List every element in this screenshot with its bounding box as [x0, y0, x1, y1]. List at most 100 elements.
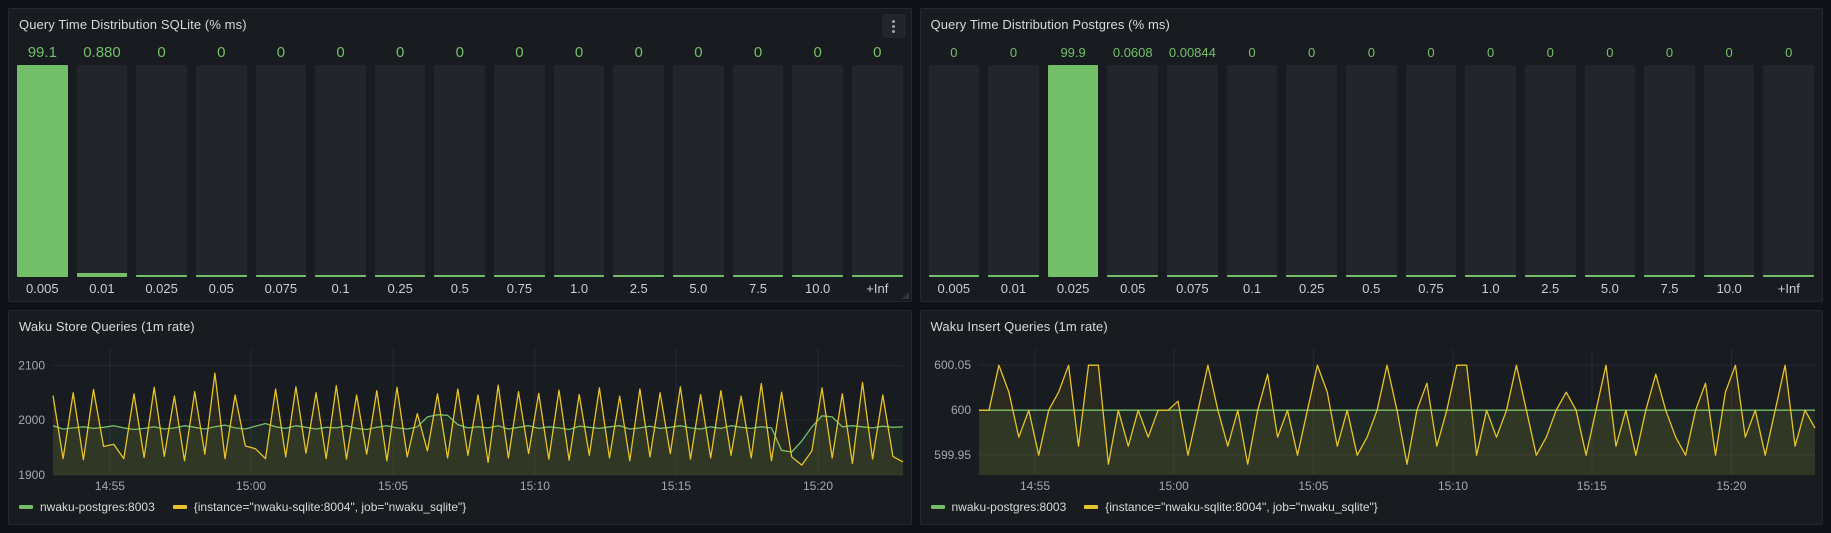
bucket-label: 0.25	[387, 281, 413, 296]
legend-item-postgres[interactable]: nwaku-postgres:8003	[19, 500, 155, 514]
bar-value-label: 0	[634, 44, 643, 61]
histogram-bar-column: 0 10.0	[1703, 41, 1755, 297]
legend: nwaku-postgres:8003 {instance="nwaku-sql…	[9, 495, 911, 524]
histogram-bar-column: 0 0.1	[315, 41, 366, 297]
bar-fill	[255, 275, 307, 277]
bar-track	[792, 65, 843, 277]
bar-track	[195, 65, 247, 277]
x-axis-tick-label: 15:15	[661, 479, 691, 493]
bar-fill	[1405, 275, 1457, 277]
y-axis-tick-label: 599.95	[934, 448, 971, 462]
bar-track	[1047, 65, 1099, 277]
bar-value-label: 0	[336, 44, 345, 61]
bar-fill	[673, 275, 724, 277]
histogram-bar-column: 0 0.75	[494, 41, 545, 297]
bucket-label: 0.05	[1120, 281, 1146, 296]
bar-track	[315, 65, 366, 277]
bar-value-label: 99.9	[1060, 45, 1086, 60]
bar-fill	[1524, 275, 1576, 277]
bar-fill	[136, 275, 187, 277]
bucket-label: 2.5	[1541, 281, 1560, 296]
bar-track	[1703, 65, 1755, 277]
bar-track	[1763, 65, 1815, 277]
bucket-label: 5.0	[689, 281, 708, 296]
panel-title-postgres[interactable]: Query Time Distribution Postgres (% ms)	[930, 16, 1170, 32]
bar-track	[1286, 65, 1337, 277]
bucket-label: 0.005	[26, 281, 59, 296]
series-line-1	[978, 364, 1816, 465]
bar-fill	[732, 275, 784, 277]
bar-track	[1584, 65, 1636, 277]
bucket-label: 7.5	[748, 281, 768, 296]
histogram-bar-column: 0 0.25	[374, 41, 426, 297]
bucket-label: 2.5	[629, 281, 648, 296]
bar-value-label: 0	[1009, 45, 1018, 60]
bar-track	[136, 65, 187, 277]
y-axis-tick-label: 2000	[18, 413, 45, 427]
bar-value-label: 0	[1248, 45, 1256, 60]
legend-label: nwaku-postgres:8003	[40, 500, 155, 514]
x-axis-tick-label: 15:20	[803, 479, 833, 493]
x-axis-tick-label: 15:05	[1298, 479, 1328, 493]
histogram-bar-column: 0 0.005	[928, 41, 980, 297]
store-queries-plot[interactable]: 1900 2000 2100 14:55 15:00 15:05 15:10 15:15 15:…	[9, 341, 911, 495]
panel-insert-queries: Waku Insert Queries (1m rate) 599.95 600 6…	[919, 310, 1823, 525]
bar-fill	[434, 275, 486, 277]
bar-fill	[792, 275, 843, 277]
legend-item-sqlite[interactable]: {instance="nwaku-sqlite:8004", job="nwak…	[172, 500, 466, 514]
bucket-label: 0.01	[89, 281, 115, 296]
y-axis-tick-label: 1900	[18, 468, 45, 482]
histogram-postgres: 0 0.005 0 0.01 99.9 0.025 0.0608 0.05 0.00844 0.0…	[921, 39, 1823, 301]
bucket-label: 1.0	[570, 281, 589, 296]
panel-title-sqlite[interactable]: Query Time Distribution SQLite (% ms)	[19, 16, 247, 32]
series-area-0	[53, 414, 903, 475]
bar-fill	[1584, 275, 1636, 277]
histogram-bar-column: 0 0.5	[1345, 41, 1397, 297]
bucket-label: 0.1	[1242, 281, 1262, 296]
bucket-label: 5.0	[1600, 281, 1619, 296]
bar-track	[1345, 65, 1397, 277]
bar-track	[851, 65, 903, 277]
bar-fill	[1226, 275, 1278, 277]
histogram-bar-column: 0.880 0.01	[76, 41, 128, 297]
panel-header: Waku Store Queries (1m rate)	[9, 311, 911, 341]
bar-track	[928, 65, 980, 277]
x-axis-tick-label: 15:10	[520, 479, 550, 493]
x-axis-tick-label: 15:00	[1158, 479, 1188, 493]
panel-title-store[interactable]: Waku Store Queries (1m rate)	[19, 318, 195, 334]
legend-item-postgres[interactable]: nwaku-postgres:8003	[930, 500, 1067, 514]
histogram-bar-column: 0 1.0	[1465, 41, 1516, 297]
series-area-0	[978, 410, 1815, 475]
bar-value-label: 0	[276, 44, 286, 61]
bar-value-label: 0	[1308, 45, 1316, 60]
histogram-bar-column: 0.00844 0.075	[1167, 41, 1218, 297]
bucket-label: 0.025	[145, 281, 178, 296]
bar-fill	[613, 275, 665, 277]
y-axis-tick-label: 2100	[18, 358, 45, 372]
bar-track	[374, 65, 426, 277]
histogram-bar-column: 99.9 0.025	[1047, 41, 1099, 297]
panel-header: Query Time Distribution SQLite (% ms)	[9, 9, 911, 39]
histogram-sqlite: 99.1 0.005 0.880 0.01 0 0.025 0 0.05 0 0.075 0 0.1 0…	[9, 39, 911, 301]
legend-label: nwaku-postgres:8003	[951, 500, 1067, 514]
panel-title-insert[interactable]: Waku Insert Queries (1m rate)	[930, 318, 1108, 334]
panel-resize-handle[interactable]	[901, 292, 909, 299]
bar-value-label: 0.0608	[1112, 45, 1153, 60]
bucket-label: 0.025	[1056, 281, 1090, 296]
histogram-bar-column: 0 +Inf	[1763, 41, 1815, 297]
bar-fill	[1167, 274, 1218, 277]
series-area-1	[978, 365, 1815, 475]
bucket-label: 0.5	[450, 281, 469, 296]
histogram-bar-column: 0 2.5	[613, 41, 665, 297]
panel-menu-button[interactable]	[881, 14, 906, 38]
histogram-bar-column: 0 0.5	[434, 41, 486, 297]
bar-fill	[988, 275, 1039, 277]
histogram-bar-column: 0 1.0	[553, 41, 605, 297]
panel-header: Waku Insert Queries (1m rate)	[921, 311, 1823, 341]
insert-queries-plot[interactable]: 599.95 600 600.05 14:55 15:00 15:05 15:10 15:15…	[921, 341, 1823, 495]
legend-item-sqlite[interactable]: {instance="nwaku-sqlite:8004", job="nwak…	[1084, 500, 1378, 514]
bucket-label: +Inf	[1777, 281, 1800, 296]
bar-value-label: 0	[1367, 45, 1375, 60]
bar-track	[17, 65, 68, 277]
bar-value-label: 0.880	[83, 44, 121, 61]
